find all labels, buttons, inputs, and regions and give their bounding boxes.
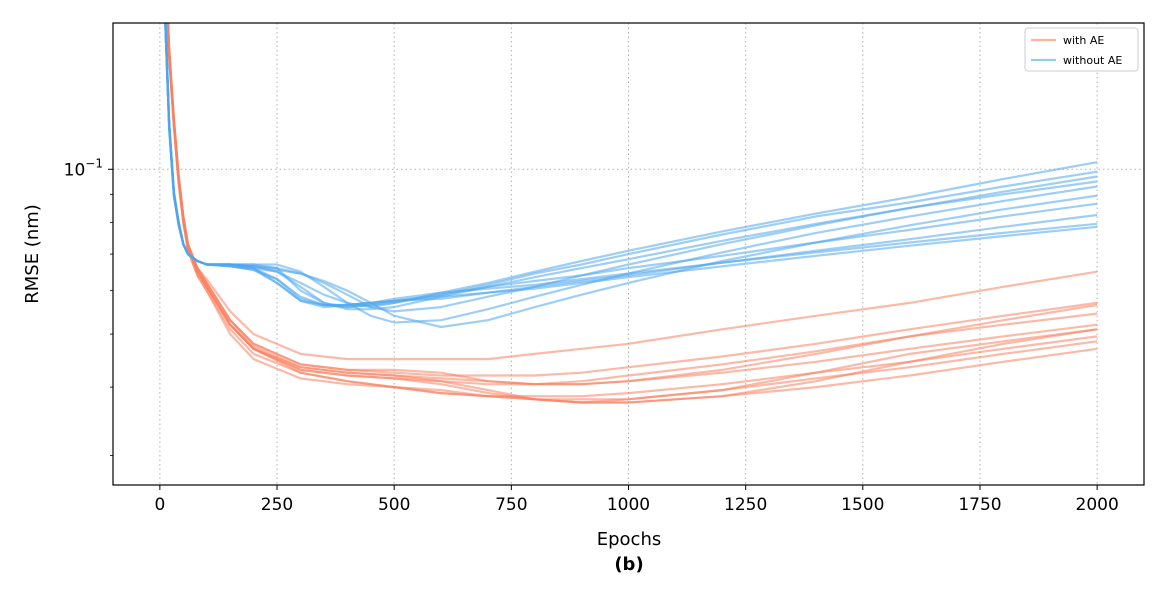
x-tick-label: 750 [495, 495, 527, 515]
series-line-with-ae [166, 23, 1098, 377]
y-axis-label: RMSE (nm) [22, 204, 43, 304]
x-tick-label: 1250 [724, 495, 767, 515]
x-tick-label: 500 [378, 495, 410, 515]
y-axis-ticks: 10−1 [64, 156, 113, 456]
x-tick-label: 1000 [607, 495, 650, 515]
y-tick-label: 10−1 [64, 156, 103, 180]
legend-label: without AE [1063, 54, 1122, 67]
x-tick-label: 1500 [841, 495, 884, 515]
x-axis-label: Epochs [597, 529, 662, 550]
figure-caption: (b) [614, 554, 643, 575]
x-tick-label: 0 [154, 495, 165, 515]
x-tick-label: 250 [261, 495, 293, 515]
series-line-without-ae [164, 23, 1098, 309]
series-lines [164, 23, 1098, 404]
legend: with AE without AE [1024, 27, 1139, 72]
x-axis-ticks: 0 250 500 750 1000 1250 1500 1750 2000 [154, 485, 1119, 515]
legend-label: with AE [1063, 34, 1104, 47]
x-tick-label: 1750 [958, 495, 1001, 515]
x-tick-label: 2000 [1076, 495, 1119, 515]
